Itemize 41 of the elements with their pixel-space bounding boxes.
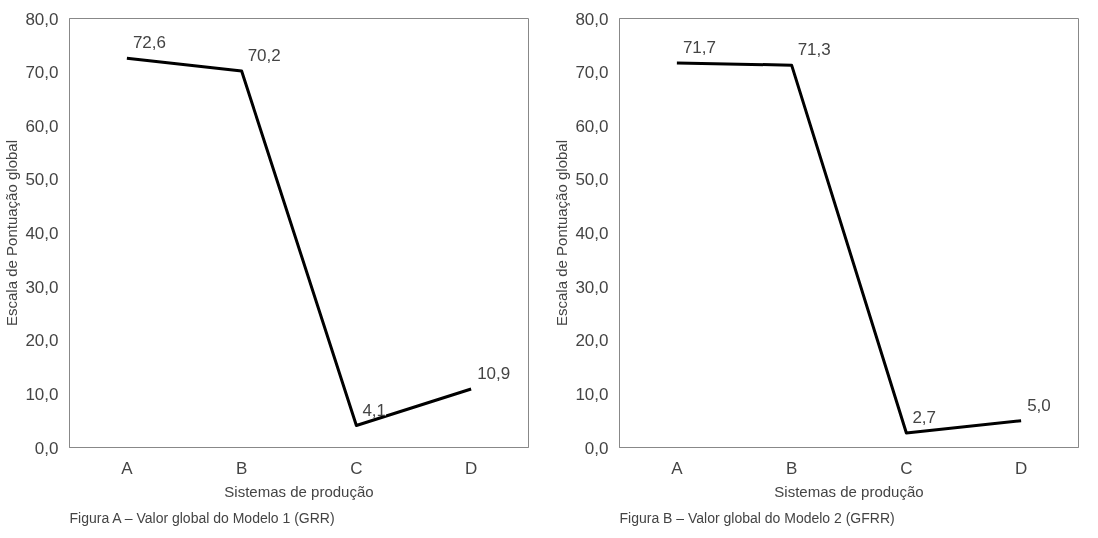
x-tick-label: C <box>350 458 363 478</box>
x-tick-label: C <box>900 458 913 478</box>
text: Figura A – Valor global do Modelo 1 (GRR) <box>69 509 335 526</box>
x-tick-label: B <box>785 458 798 478</box>
y-tick-label: 50,0 <box>575 170 609 190</box>
y-tick-label: 40,0 <box>25 224 59 243</box>
x-tick-label: A <box>671 458 684 478</box>
y-tick-label: 30,0 <box>25 277 59 297</box>
y-tick-label: 10,0 <box>25 384 59 404</box>
text: 5,0 <box>1027 395 1051 415</box>
text: Figura B – Valor global do Modelo 2 (GFRR) <box>619 509 895 526</box>
y-tick-label: 60,0 <box>25 116 59 136</box>
y-tick-label: 10,0 <box>575 384 609 404</box>
y-tick-label: 40,0 <box>575 224 609 243</box>
x-axis-title: Sistemas de produção <box>224 482 374 500</box>
x-tick-label: D <box>1014 458 1028 478</box>
x-axis-title: Sistemas de produção <box>774 482 924 500</box>
line-series <box>675 61 1023 435</box>
y-tick-label: 70,0 <box>25 63 59 83</box>
y-tick-label: 20,0 <box>575 331 609 351</box>
text: 4,1 <box>362 400 387 420</box>
y-tick-label: 80,0 <box>25 9 59 29</box>
text: 2,7 <box>912 408 937 428</box>
y-tick-label: 0,0 <box>34 438 59 458</box>
y-tick-label: 0,0 <box>584 438 609 458</box>
x-tick-label: A <box>121 458 134 478</box>
y-tick-label: 50,0 <box>25 170 59 190</box>
y-axis-title: Escala de Pontuação global <box>553 140 571 326</box>
text: 72,6 <box>132 33 166 53</box>
text: 71,3 <box>797 40 831 60</box>
y-tick-label: 60,0 <box>575 116 609 136</box>
text: 71,7 <box>682 38 716 58</box>
y-tick-label: 70,0 <box>575 63 609 83</box>
text: 10,9 <box>477 364 511 384</box>
x-tick-label: B <box>235 458 248 478</box>
y-tick-label: 80,0 <box>575 9 609 29</box>
y-axis-title: Escala de Pontuação global <box>3 140 21 326</box>
text: 70,2 <box>247 46 281 66</box>
x-tick-label: D <box>464 458 478 478</box>
y-tick-label: 20,0 <box>25 331 59 351</box>
y-tick-label: 30,0 <box>575 277 609 297</box>
